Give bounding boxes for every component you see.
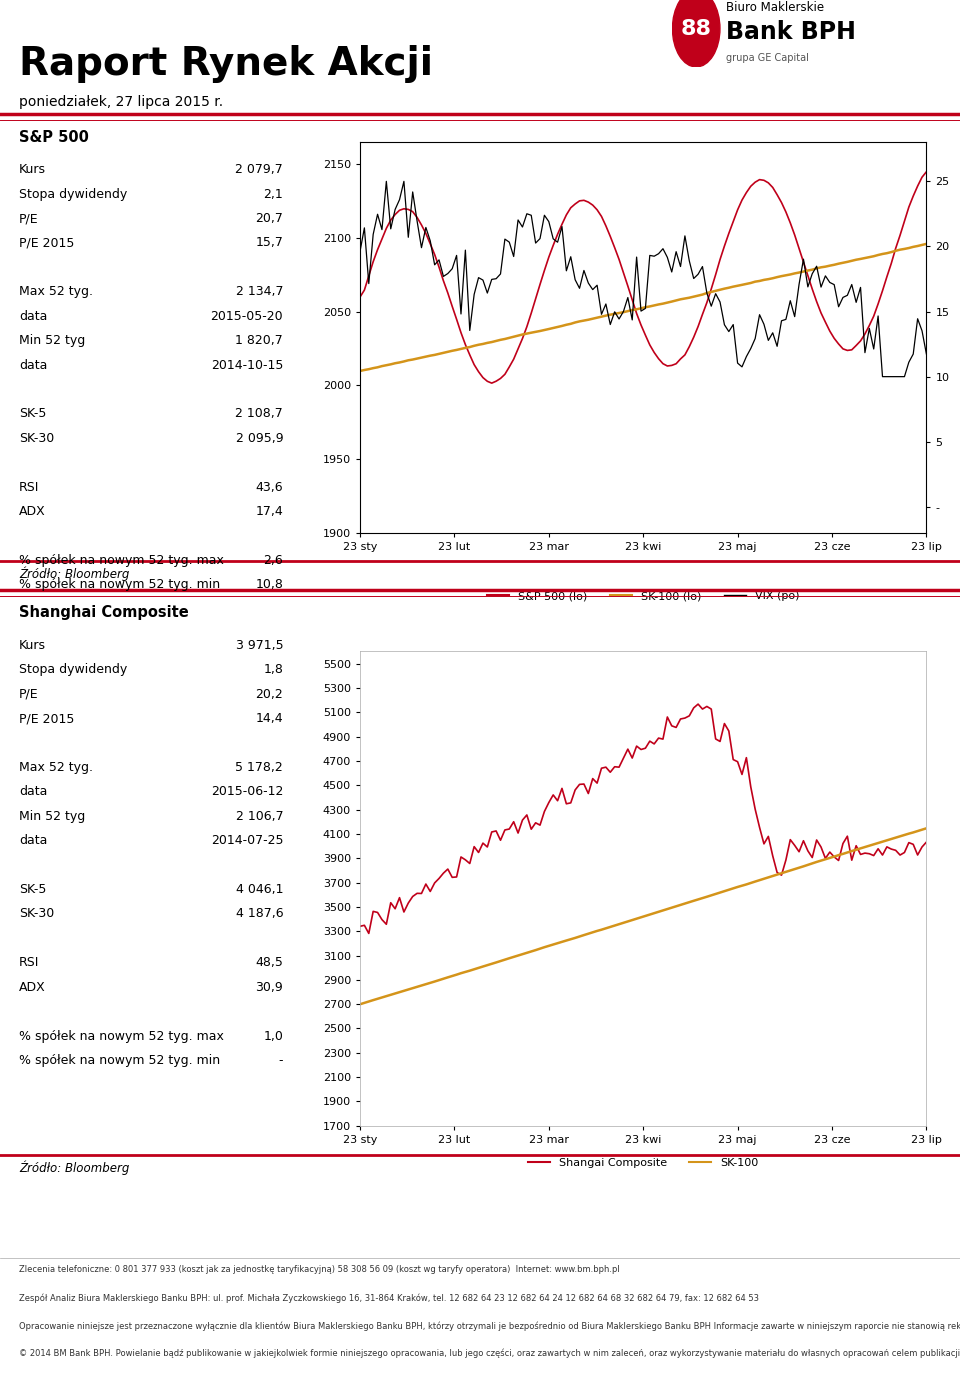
Text: Stopa dywidendy: Stopa dywidendy	[19, 664, 128, 677]
Text: P/E: P/E	[19, 212, 38, 225]
Text: Zespół Analiz Biura Maklerskiego Banku BPH: ul. prof. Michała Zyczkowskiego 16, : Zespół Analiz Biura Maklerskiego Banku B…	[19, 1293, 759, 1303]
Text: Max 52 tyg.: Max 52 tyg.	[19, 285, 93, 299]
Text: data: data	[19, 310, 48, 322]
Text: 2015-06-12: 2015-06-12	[211, 785, 283, 798]
Text: SK-30: SK-30	[19, 908, 55, 921]
Text: 5 178,2: 5 178,2	[235, 762, 283, 774]
Text: P/E 2015: P/E 2015	[19, 711, 75, 725]
Text: % spółek na nowym 52 tyg. min: % spółek na nowym 52 tyg. min	[19, 1055, 221, 1067]
Text: 14,4: 14,4	[255, 711, 283, 725]
Text: SK-5: SK-5	[19, 407, 47, 420]
Text: 2,6: 2,6	[263, 554, 283, 566]
Text: Max 52 tyg.: Max 52 tyg.	[19, 762, 93, 774]
Text: 2,1: 2,1	[263, 187, 283, 201]
Text: 10,8: 10,8	[255, 579, 283, 591]
Ellipse shape	[672, 0, 720, 67]
Text: 20,7: 20,7	[255, 212, 283, 225]
Text: P/E 2015: P/E 2015	[19, 236, 75, 250]
Text: Shanghai Composite: Shanghai Composite	[19, 605, 189, 621]
Text: SK-5: SK-5	[19, 883, 47, 896]
Text: % spółek na nowym 52 tyg. min: % spółek na nowym 52 tyg. min	[19, 579, 221, 591]
Text: 2 108,7: 2 108,7	[235, 407, 283, 420]
Text: RSI: RSI	[19, 957, 39, 970]
Text: © 2014 BM Bank BPH. Powielanie bądź publikowanie w jakiejkolwiek formie niniejsz: © 2014 BM Bank BPH. Powielanie bądź publ…	[19, 1349, 960, 1359]
Text: 2 095,9: 2 095,9	[235, 432, 283, 445]
Text: 2 134,7: 2 134,7	[236, 285, 283, 299]
Legend: Shangai Composite, SK-100: Shangai Composite, SK-100	[523, 1154, 763, 1172]
Text: 4 046,1: 4 046,1	[236, 883, 283, 896]
Text: 43,6: 43,6	[255, 480, 283, 494]
Text: grupa GE Capital: grupa GE Capital	[726, 53, 808, 63]
Text: Min 52 tyg: Min 52 tyg	[19, 333, 85, 347]
Text: data: data	[19, 834, 48, 847]
Text: data: data	[19, 359, 48, 371]
Text: Zlecenia telefoniczne: 0 801 377 933 (koszt jak za jednostkę taryfikacyjną) 58 3: Zlecenia telefoniczne: 0 801 377 933 (ko…	[19, 1265, 620, 1274]
Text: data: data	[19, 785, 48, 798]
Text: 2 106,7: 2 106,7	[235, 809, 283, 823]
Text: 88: 88	[681, 18, 711, 39]
Text: 3 971,5: 3 971,5	[235, 639, 283, 651]
Text: Opracowanie niniejsze jest przeznaczone wyłącznie dla klientów Biura Maklerskieg: Opracowanie niniejsze jest przeznaczone …	[19, 1321, 960, 1331]
Text: Raport Rynek Akcji: Raport Rynek Akcji	[19, 45, 433, 82]
Text: P/E: P/E	[19, 688, 38, 700]
Text: 48,5: 48,5	[255, 957, 283, 970]
Text: 1,0: 1,0	[263, 1030, 283, 1042]
Text: Bank BPH: Bank BPH	[726, 21, 855, 45]
Text: % spółek na nowym 52 tyg. max: % spółek na nowym 52 tyg. max	[19, 1030, 224, 1042]
Text: ADX: ADX	[19, 981, 46, 993]
Text: S&P 500: S&P 500	[19, 130, 89, 145]
Text: Min 52 tyg: Min 52 tyg	[19, 809, 85, 823]
Text: 2014-10-15: 2014-10-15	[211, 359, 283, 371]
Text: 15,7: 15,7	[255, 236, 283, 250]
Text: 17,4: 17,4	[255, 505, 283, 518]
Legend: S&P 500 (lo), SK-100 (lo), VIX (po): S&P 500 (lo), SK-100 (lo), VIX (po)	[483, 586, 804, 605]
Text: -: -	[278, 1055, 283, 1067]
Text: Źródło: Bloomberg: Źródło: Bloomberg	[19, 566, 130, 580]
Text: RSI: RSI	[19, 480, 39, 494]
Text: 30,9: 30,9	[255, 981, 283, 993]
Text: poniedziałek, 27 lipca 2015 r.: poniedziałek, 27 lipca 2015 r.	[19, 95, 224, 109]
Text: Kurs: Kurs	[19, 639, 46, 651]
Text: 1,8: 1,8	[263, 664, 283, 677]
Text: 20,2: 20,2	[255, 688, 283, 700]
Text: Stopa dywidendy: Stopa dywidendy	[19, 187, 128, 201]
Text: SK-30: SK-30	[19, 432, 55, 445]
Text: % spółek na nowym 52 tyg. max: % spółek na nowym 52 tyg. max	[19, 554, 224, 566]
Text: Biuro Maklerskie: Biuro Maklerskie	[726, 0, 824, 14]
Text: Źródło: Bloomberg: Źródło: Bloomberg	[19, 1161, 130, 1175]
Text: 2 079,7: 2 079,7	[235, 163, 283, 176]
Text: Kurs: Kurs	[19, 163, 46, 176]
Text: ADX: ADX	[19, 505, 46, 518]
Text: 2014-07-25: 2014-07-25	[210, 834, 283, 847]
Text: 2015-05-20: 2015-05-20	[210, 310, 283, 322]
Text: 4 187,6: 4 187,6	[235, 908, 283, 921]
Text: 1 820,7: 1 820,7	[235, 333, 283, 347]
